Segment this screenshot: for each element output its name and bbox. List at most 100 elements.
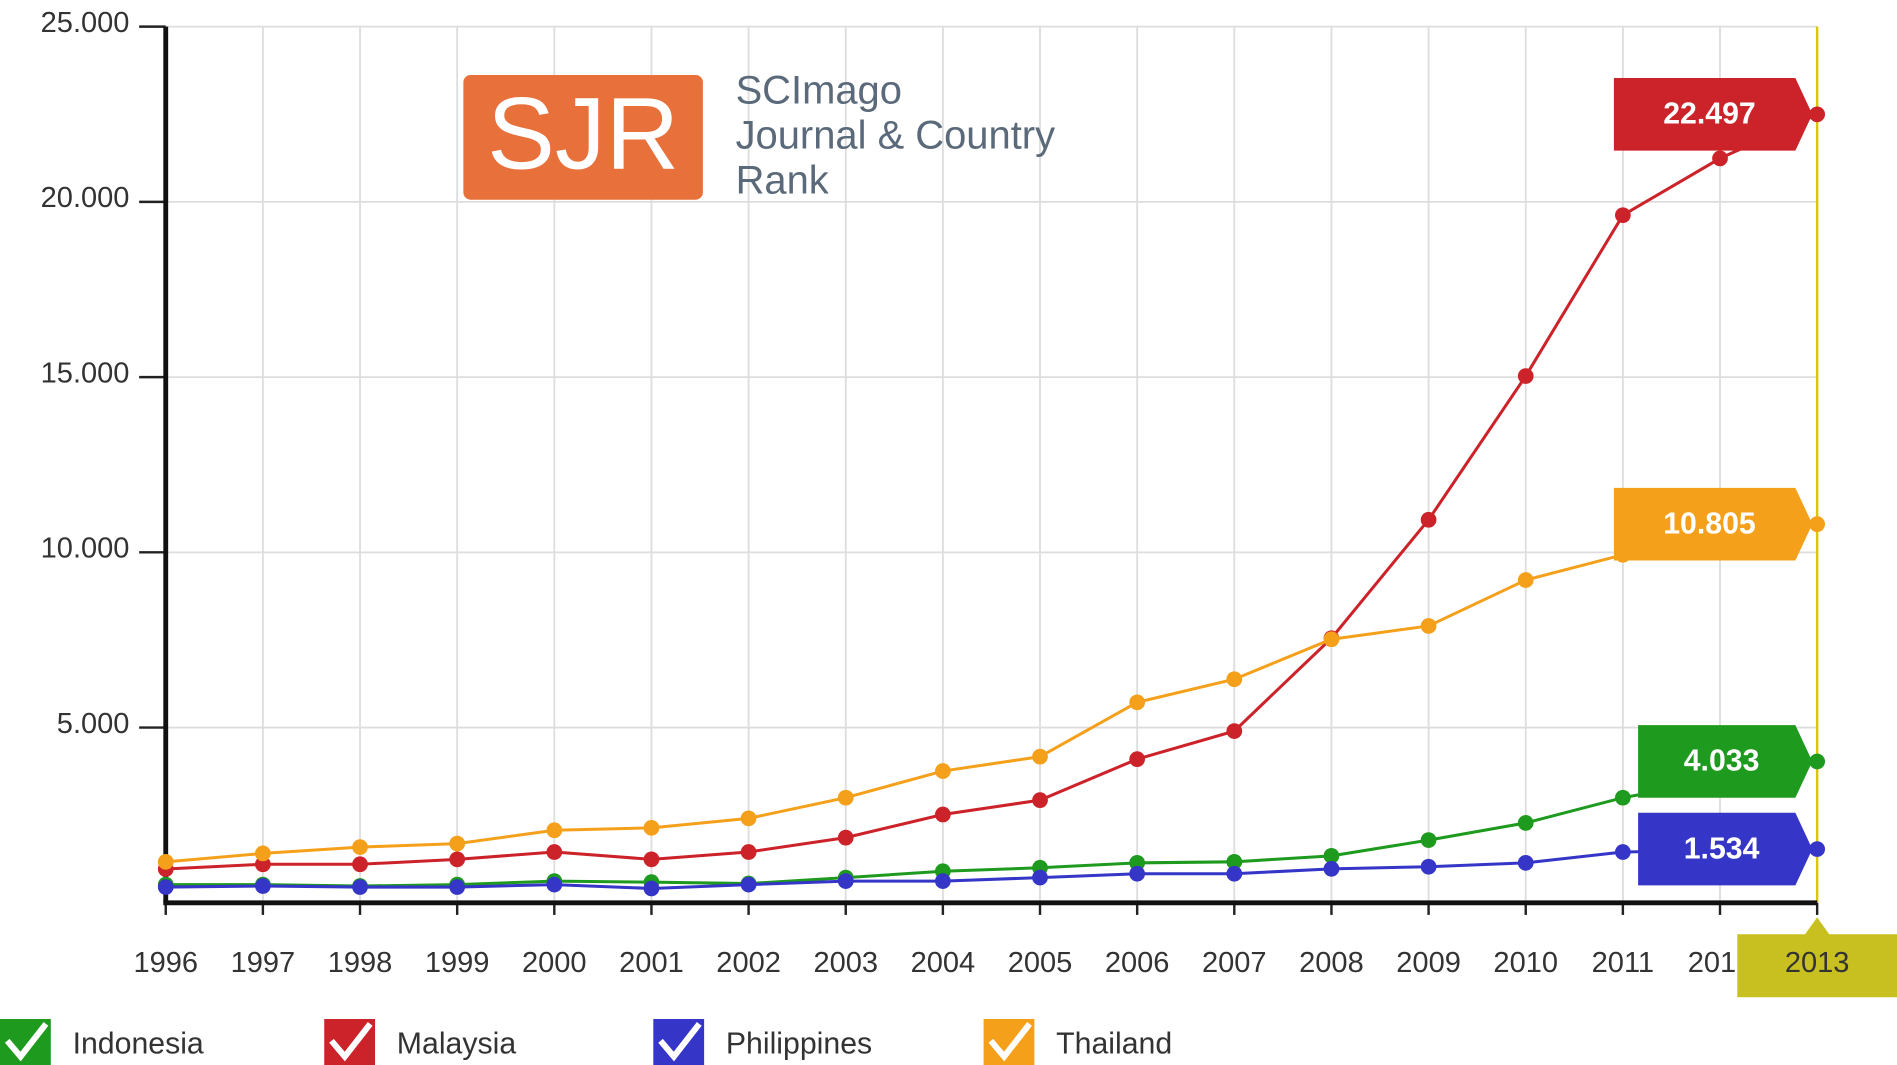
data-point <box>1226 853 1243 870</box>
data-point <box>352 839 368 855</box>
data-point <box>1420 832 1437 848</box>
data-point <box>449 879 466 895</box>
data-point <box>1809 106 1826 123</box>
x-tick-label: 2010 <box>1493 947 1558 979</box>
logo-line: Journal & Country <box>736 114 1056 158</box>
value-flag <box>1613 487 1813 561</box>
data-point <box>157 879 174 895</box>
data-point <box>1323 631 1340 648</box>
data-point <box>837 789 854 806</box>
data-point <box>1129 865 1146 882</box>
logo-badge <box>463 75 703 200</box>
value-label: 1.534 <box>1684 832 1760 865</box>
data-point <box>1712 150 1728 167</box>
logo-line: Rank <box>736 158 830 202</box>
logo-badge-text: SJR <box>487 76 679 190</box>
legend-check <box>329 1021 373 1062</box>
data-point <box>352 856 368 873</box>
value-flag <box>1638 812 1813 886</box>
x-tick-label: 2004 <box>911 947 976 979</box>
x-tick-label: 1998 <box>328 947 393 979</box>
series-line <box>165 522 1818 864</box>
x-tick-label: 2011 <box>1592 947 1654 979</box>
data-point <box>1323 847 1340 864</box>
series-line <box>165 112 1818 871</box>
x-tick-label: 2008 <box>1299 947 1364 979</box>
data-point <box>1420 511 1437 528</box>
data-point <box>1517 368 1534 384</box>
value-label: 4.033 <box>1684 745 1760 778</box>
legend-label: Thailand <box>1056 1028 1172 1061</box>
data-point <box>1129 751 1146 767</box>
legend-label: Indonesia <box>73 1028 204 1061</box>
data-point <box>546 844 563 860</box>
data-point <box>935 763 951 779</box>
data-point <box>1517 815 1534 831</box>
data-point <box>837 873 854 889</box>
data-point <box>157 853 174 870</box>
x-tick-label: 2006 <box>1105 947 1170 979</box>
data-point <box>1032 792 1048 809</box>
y-tick-label: 20.000 <box>41 182 130 214</box>
value-flag <box>1613 78 1813 151</box>
value-label: 22.497 <box>1663 98 1756 131</box>
legend-check <box>988 1021 1032 1062</box>
data-point <box>1129 694 1146 711</box>
x-tick-label: 2001 <box>619 947 684 979</box>
data-point <box>643 851 660 868</box>
x-tick-label: 2002 <box>716 947 781 979</box>
x-tick-label: 2007 <box>1202 947 1267 979</box>
data-point <box>1615 844 1631 860</box>
data-point <box>1129 855 1146 871</box>
y-tick-label: 5.000 <box>57 708 130 740</box>
data-point <box>546 822 563 839</box>
x-tick-label: 2003 <box>813 947 878 979</box>
highlight-box <box>1737 917 1897 998</box>
data-point <box>1420 858 1437 875</box>
y-tick-label: 25.000 <box>41 7 130 39</box>
series-line <box>165 847 1818 890</box>
data-point <box>1032 748 1048 765</box>
x-tick-label: 1996 <box>133 947 198 979</box>
data-point <box>1809 516 1826 533</box>
legend-label: Malaysia <box>397 1028 517 1061</box>
data-point <box>449 851 466 868</box>
legend-check <box>658 1021 702 1062</box>
data-point <box>255 878 271 894</box>
data-point <box>1809 841 1826 857</box>
data-point <box>740 844 757 860</box>
data-point <box>1032 869 1048 886</box>
data-point <box>1323 860 1340 877</box>
data-point <box>935 873 951 889</box>
data-point <box>643 819 660 836</box>
data-point <box>1809 753 1826 770</box>
data-point <box>1615 207 1631 224</box>
legend-label: Philippines <box>726 1028 872 1061</box>
data-point <box>1420 618 1437 634</box>
data-point <box>1517 855 1534 871</box>
data-point <box>1226 671 1243 688</box>
data-point <box>740 876 757 893</box>
data-point <box>1517 572 1534 588</box>
data-point <box>837 829 854 846</box>
logo-line: SCImago <box>736 69 902 113</box>
data-point <box>935 806 951 823</box>
data-point <box>643 880 660 897</box>
x-tick-label: 2005 <box>1008 947 1073 979</box>
data-point <box>1615 789 1631 806</box>
data-point <box>255 856 271 873</box>
series-line <box>165 759 1818 888</box>
data-point <box>740 810 757 827</box>
data-point <box>546 876 563 893</box>
data-point <box>352 879 368 895</box>
x-tick-label: 1999 <box>425 947 490 979</box>
legend-check <box>4 1021 49 1062</box>
y-tick-label: 10.000 <box>41 533 130 565</box>
x-tick-label: 1997 <box>231 947 296 979</box>
value-flag <box>1638 725 1813 798</box>
x-tick-label: 2013 <box>1785 947 1850 979</box>
data-point <box>1226 865 1243 882</box>
x-tick-label: 2000 <box>522 947 587 979</box>
